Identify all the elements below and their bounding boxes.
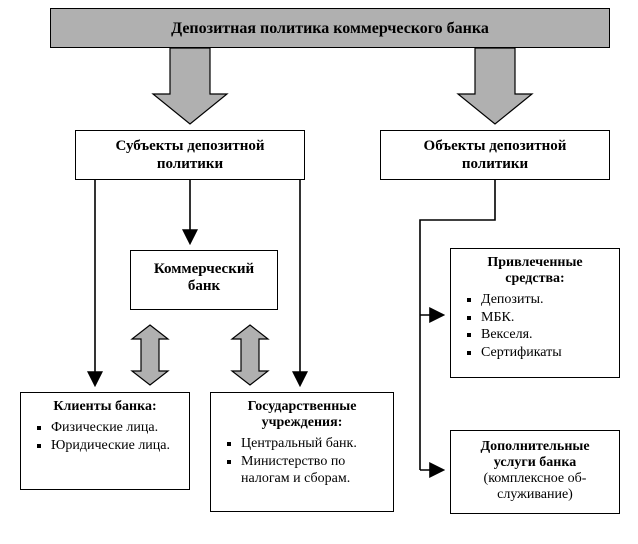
title-box: Депозитная политика коммерческого банка	[50, 8, 610, 48]
clients-list: Физические лица.Юридические лица.	[29, 419, 181, 454]
services-subtitle: (комплексное об­служивание)	[459, 471, 611, 503]
funds-list: Депозиты.МБК.Векселя.Сертификаты	[459, 291, 611, 361]
funds-title: Привлеченные средства	[487, 255, 582, 286]
subjects-text: Субъекты депозитной политики	[116, 138, 265, 172]
list-item: Юридические лица.	[51, 437, 181, 455]
gov-box: Государственные учреждения: Центральный …	[210, 392, 394, 512]
clients-title: Клиенты банка:	[29, 399, 181, 415]
objects-box: Объекты депозитной политики	[380, 130, 610, 180]
services-box: Дополнительные услуги банка (комплексное…	[450, 430, 620, 514]
commercial-line1: Коммерческий	[154, 261, 254, 277]
list-item: Векселя.	[481, 326, 611, 344]
list-item: Сертификаты	[481, 344, 611, 362]
list-item: Физические лица.	[51, 419, 181, 437]
objects-text: Объекты депозитной политики	[424, 138, 567, 172]
list-item: Министерство по налогам и сборам.	[241, 453, 385, 488]
list-item: МБК.	[481, 309, 611, 327]
title-text: Депозитная политика коммерческого банка	[171, 20, 489, 37]
commercial-bank-box: Коммерческий банк	[130, 250, 278, 310]
funds-box: Привлеченные средства: Депозиты.МБК.Векс…	[450, 248, 620, 378]
subjects-box: Субъекты депозитной политики	[75, 130, 305, 180]
services-title: Дополнительные услуги банка	[459, 439, 611, 471]
list-item: Депозиты.	[481, 291, 611, 309]
gov-list: Центральный банк.Министерство по налогам…	[219, 435, 385, 488]
clients-box: Клиенты банка: Физические лица.Юридическ…	[20, 392, 190, 490]
commercial-line2: банк	[188, 278, 220, 294]
list-item: Центральный банк.	[241, 435, 385, 453]
